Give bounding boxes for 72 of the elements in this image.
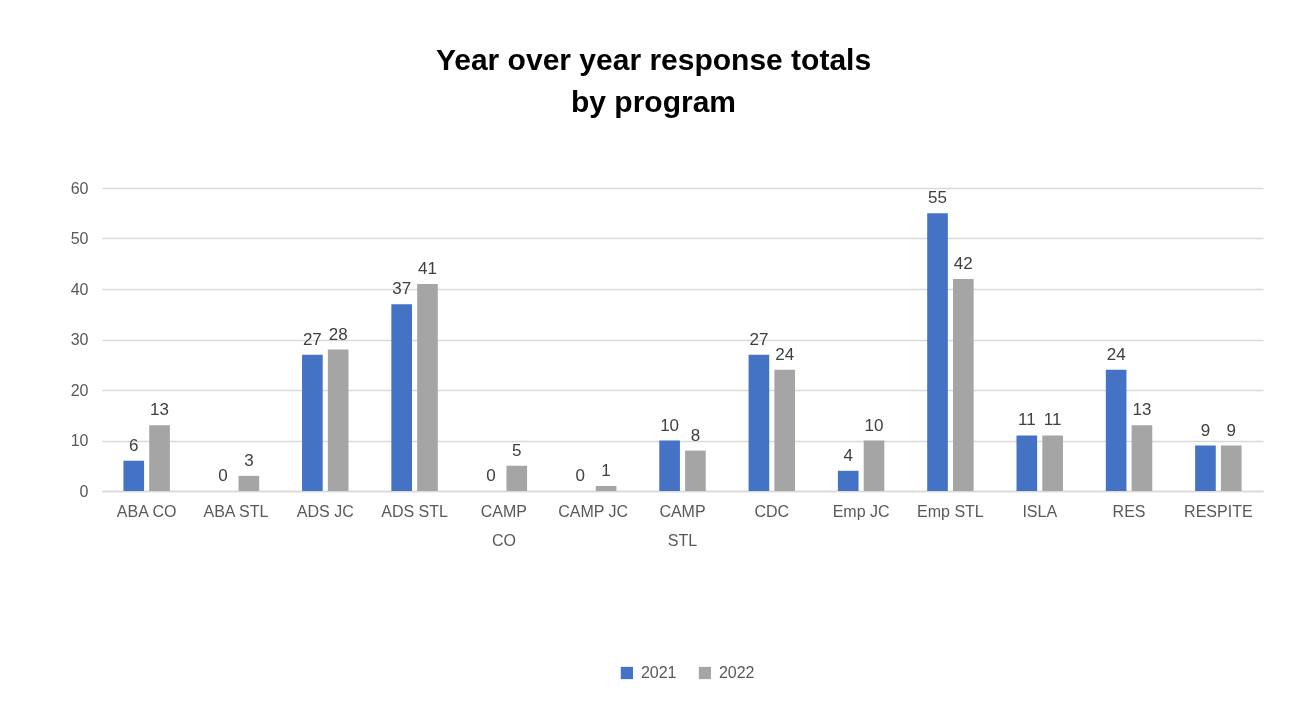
data-label: 6 <box>129 435 139 455</box>
data-label: 13 <box>1132 400 1152 420</box>
data-label: 27 <box>302 329 322 349</box>
legend-label: 2021 <box>640 664 677 681</box>
y-tick-label: 20 <box>70 381 89 399</box>
bar <box>302 354 323 491</box>
data-label: 24 <box>775 344 795 364</box>
x-tick-label: ADS JC <box>296 502 354 520</box>
bar <box>863 440 885 491</box>
data-label: 41 <box>418 258 437 278</box>
x-tick-label: CAMP STL <box>659 502 706 549</box>
bar <box>595 485 617 491</box>
data-label: 4 <box>843 445 853 465</box>
bar <box>1220 445 1242 491</box>
data-label: 0 <box>218 466 228 485</box>
legend-label: 2022 <box>718 664 755 681</box>
y-tick-label: 0 <box>79 482 89 500</box>
bar <box>1131 425 1153 491</box>
x-tick-label: ABA CO <box>116 502 177 520</box>
y-tick-label: 10 <box>70 432 89 449</box>
bar <box>506 465 528 491</box>
x-tick-label: ISLA <box>1022 502 1058 520</box>
bar <box>1195 445 1216 491</box>
bar <box>774 369 796 491</box>
bar <box>123 460 145 491</box>
bar <box>659 440 680 491</box>
data-label: 55 <box>928 188 947 208</box>
y-tick-label: 40 <box>70 280 89 298</box>
y-tick-label: 60 <box>70 179 89 197</box>
x-tick-label: ABA STL <box>203 502 269 520</box>
x-tick-label: CAMP JC <box>558 502 629 520</box>
data-label: 11 <box>1018 410 1036 430</box>
data-label: 0 <box>486 466 496 485</box>
x-tick-label: CDC <box>754 502 790 520</box>
bar <box>391 304 412 491</box>
data-label: 37 <box>392 279 412 299</box>
bar <box>685 450 706 491</box>
bar <box>327 349 349 491</box>
x-tick-label: Emp JC <box>832 502 890 520</box>
bar <box>417 283 438 491</box>
bar <box>1016 435 1038 491</box>
x-tick-label: RES <box>1112 502 1146 520</box>
chart-title: Year over year response totals by program <box>435 43 872 118</box>
y-tick-label: 30 <box>70 331 89 348</box>
bar <box>953 278 974 491</box>
data-label: 24 <box>1106 344 1126 364</box>
data-label: 27 <box>749 329 769 349</box>
x-tick-label: RESPITE <box>1184 502 1253 520</box>
bar <box>1105 369 1127 491</box>
data-label: 1 <box>601 460 611 480</box>
x-tick-label: CAMP CO <box>480 502 527 549</box>
data-label: 11 <box>1043 410 1062 430</box>
bar <box>927 213 948 491</box>
data-label: 13 <box>150 400 170 420</box>
y-tick-label: 50 <box>70 230 89 247</box>
bar <box>149 425 170 491</box>
data-label: 9 <box>1226 420 1236 440</box>
data-label: 10 <box>660 415 680 435</box>
x-tick-label: ADS STL <box>381 502 449 520</box>
data-label: 9 <box>1200 420 1211 440</box>
data-label: 5 <box>512 440 522 460</box>
bar <box>837 470 859 491</box>
data-label: 8 <box>690 425 701 445</box>
data-label: 28 <box>328 324 348 344</box>
data-label: 10 <box>864 415 884 435</box>
bar <box>748 354 770 491</box>
data-label: 0 <box>575 466 586 485</box>
bar <box>238 475 260 491</box>
data-label: 42 <box>953 253 973 273</box>
x-tick-label: Emp STL <box>917 502 984 520</box>
data-label: 3 <box>244 450 254 470</box>
bar <box>1042 435 1063 491</box>
